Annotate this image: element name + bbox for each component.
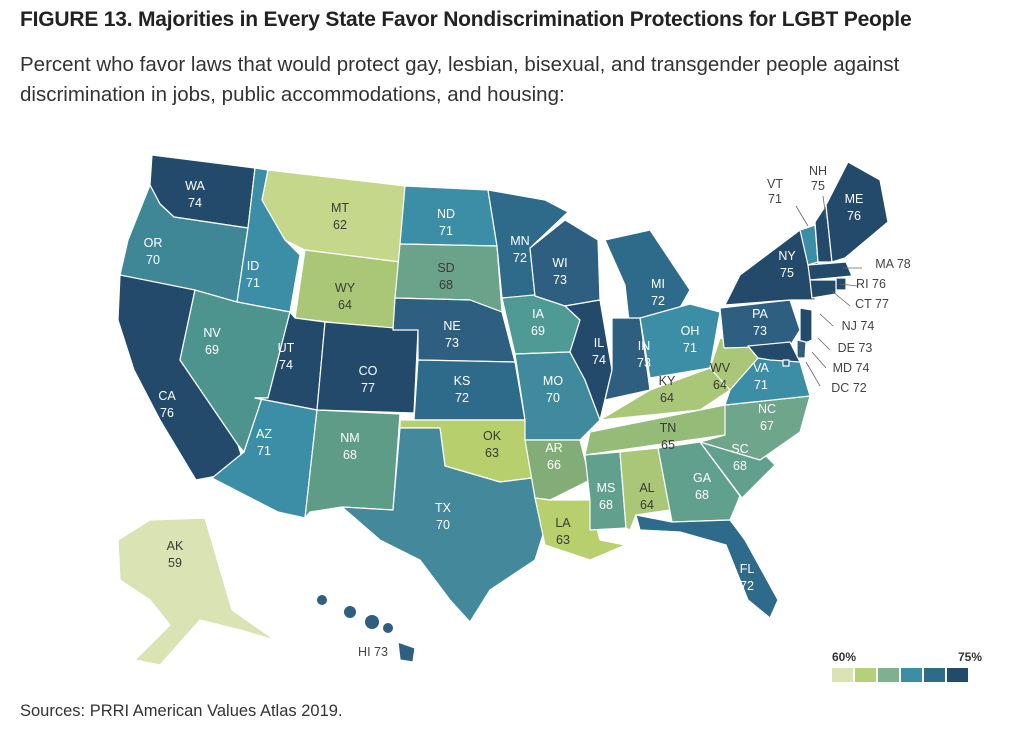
state-la — [534, 497, 626, 561]
state-label-ct: CT 77 — [855, 297, 889, 311]
state-label-il: IL 74 — [592, 336, 606, 367]
state-label-ks: KS 72 — [454, 374, 471, 405]
legend-swatch-3 — [878, 668, 899, 682]
state-label-dc: DC 72 — [831, 381, 866, 395]
figure-title: FIGURE 13. Majorities in Every State Fav… — [20, 8, 912, 31]
state-label-md: MD 74 — [833, 361, 870, 375]
legend-swatch-5 — [924, 668, 945, 682]
state-label-tx: TX 70 — [435, 501, 452, 532]
state-label-nh: NH 75 — [809, 164, 827, 193]
state-hi — [397, 641, 416, 663]
state-de — [796, 339, 807, 359]
state-label-nv: NV 69 — [203, 326, 221, 357]
state-label-sc: SC 68 — [731, 442, 748, 473]
color-legend: 60% 75% — [832, 650, 982, 688]
legend-high-label: 75% — [957, 650, 982, 664]
legend-low-label: 60% — [832, 650, 857, 664]
state-label-mt: MT 62 — [331, 201, 349, 232]
state-label-az: AZ 71 — [256, 427, 272, 458]
state-label-ky: KY 64 — [659, 374, 676, 405]
hawaii-island — [317, 595, 327, 605]
state-label-id: ID 71 — [246, 259, 260, 290]
state-label-wi: WI 73 — [552, 256, 567, 287]
state-label-nm: NM 68 — [340, 431, 359, 462]
state-ar — [524, 439, 591, 501]
state-fl — [635, 514, 779, 619]
state-ak — [117, 517, 276, 666]
state-ga — [657, 441, 741, 523]
state-label-sd: SD 68 — [437, 261, 454, 292]
state-label-pa: PA 73 — [752, 307, 768, 338]
state-label-nj: NJ 74 — [842, 319, 875, 333]
state-label-wy: WY 64 — [335, 281, 356, 312]
state-label-co: CO 77 — [359, 364, 378, 395]
state-label-wa: WA 74 — [185, 179, 205, 210]
state-label-va: VA 71 — [753, 361, 769, 392]
state-ks — [413, 359, 526, 421]
legend-swatch-1 — [832, 668, 853, 682]
state-label-ga: GA 68 — [693, 471, 712, 502]
state-label-ny: NY 75 — [778, 249, 796, 280]
state-il — [564, 299, 613, 421]
state-oh — [639, 303, 721, 379]
state-label-ms: MS 68 — [597, 481, 616, 512]
state-label-mo: MO 70 — [543, 374, 563, 405]
state-label-ia: IA 69 — [531, 307, 545, 338]
hawaii-island — [344, 606, 356, 618]
legend-swatch-4 — [901, 668, 922, 682]
state-label-ma: MA 78 — [875, 257, 910, 271]
legend-swatch-2 — [855, 668, 876, 682]
state-label-la: LA 63 — [555, 516, 571, 547]
state-label-ak: AK 59 — [167, 539, 184, 570]
figure-subtitle: Percent who favor laws that would protec… — [20, 53, 900, 106]
state-label-tn: TN 65 — [660, 421, 677, 452]
state-in — [604, 317, 651, 401]
legend-swatch-6 — [947, 668, 968, 682]
state-label-ok: OK 63 — [483, 429, 502, 460]
state-label-nc: NC 67 — [758, 402, 776, 433]
hawaii-island — [365, 615, 379, 629]
state-label-de: DE 73 — [838, 341, 873, 355]
state-ct — [809, 279, 837, 299]
state-label-nd: ND 71 — [437, 207, 455, 238]
state-dc — [782, 359, 790, 367]
state-label-ut: UT 74 — [278, 341, 295, 372]
state-label-me: ME 76 — [845, 192, 864, 223]
state-ma — [807, 261, 853, 281]
state-label-hi: HI 73 — [358, 645, 388, 659]
state-label-ri: RI 76 — [856, 277, 886, 291]
state-label-oh: OH 71 — [681, 324, 700, 355]
source-note: Sources: PRRI American Values Atlas 2019… — [20, 702, 343, 720]
state-label-al: AL 64 — [639, 481, 654, 512]
state-label-or: OR 70 — [144, 236, 163, 267]
state-label-ar: AR 66 — [545, 441, 562, 472]
state-label-in: IN 73 — [637, 339, 651, 370]
state-label-wv: WV 64 — [710, 361, 731, 392]
state-label-ca: CA 76 — [158, 389, 176, 420]
state-label-vt: VT 71 — [767, 177, 783, 206]
state-nm — [304, 409, 401, 519]
state-tx — [341, 427, 546, 623]
state-ms — [584, 451, 627, 531]
state-label-ne: NE 73 — [443, 319, 460, 350]
state-label-mn: MN 72 — [510, 234, 529, 265]
state-label-mi: MI 72 — [651, 277, 665, 308]
state-nj — [799, 307, 813, 346]
state-label-fl: FL 72 — [740, 562, 755, 593]
hawaii-island — [383, 623, 393, 633]
state-me — [825, 161, 889, 263]
legend-swatches — [832, 668, 970, 682]
